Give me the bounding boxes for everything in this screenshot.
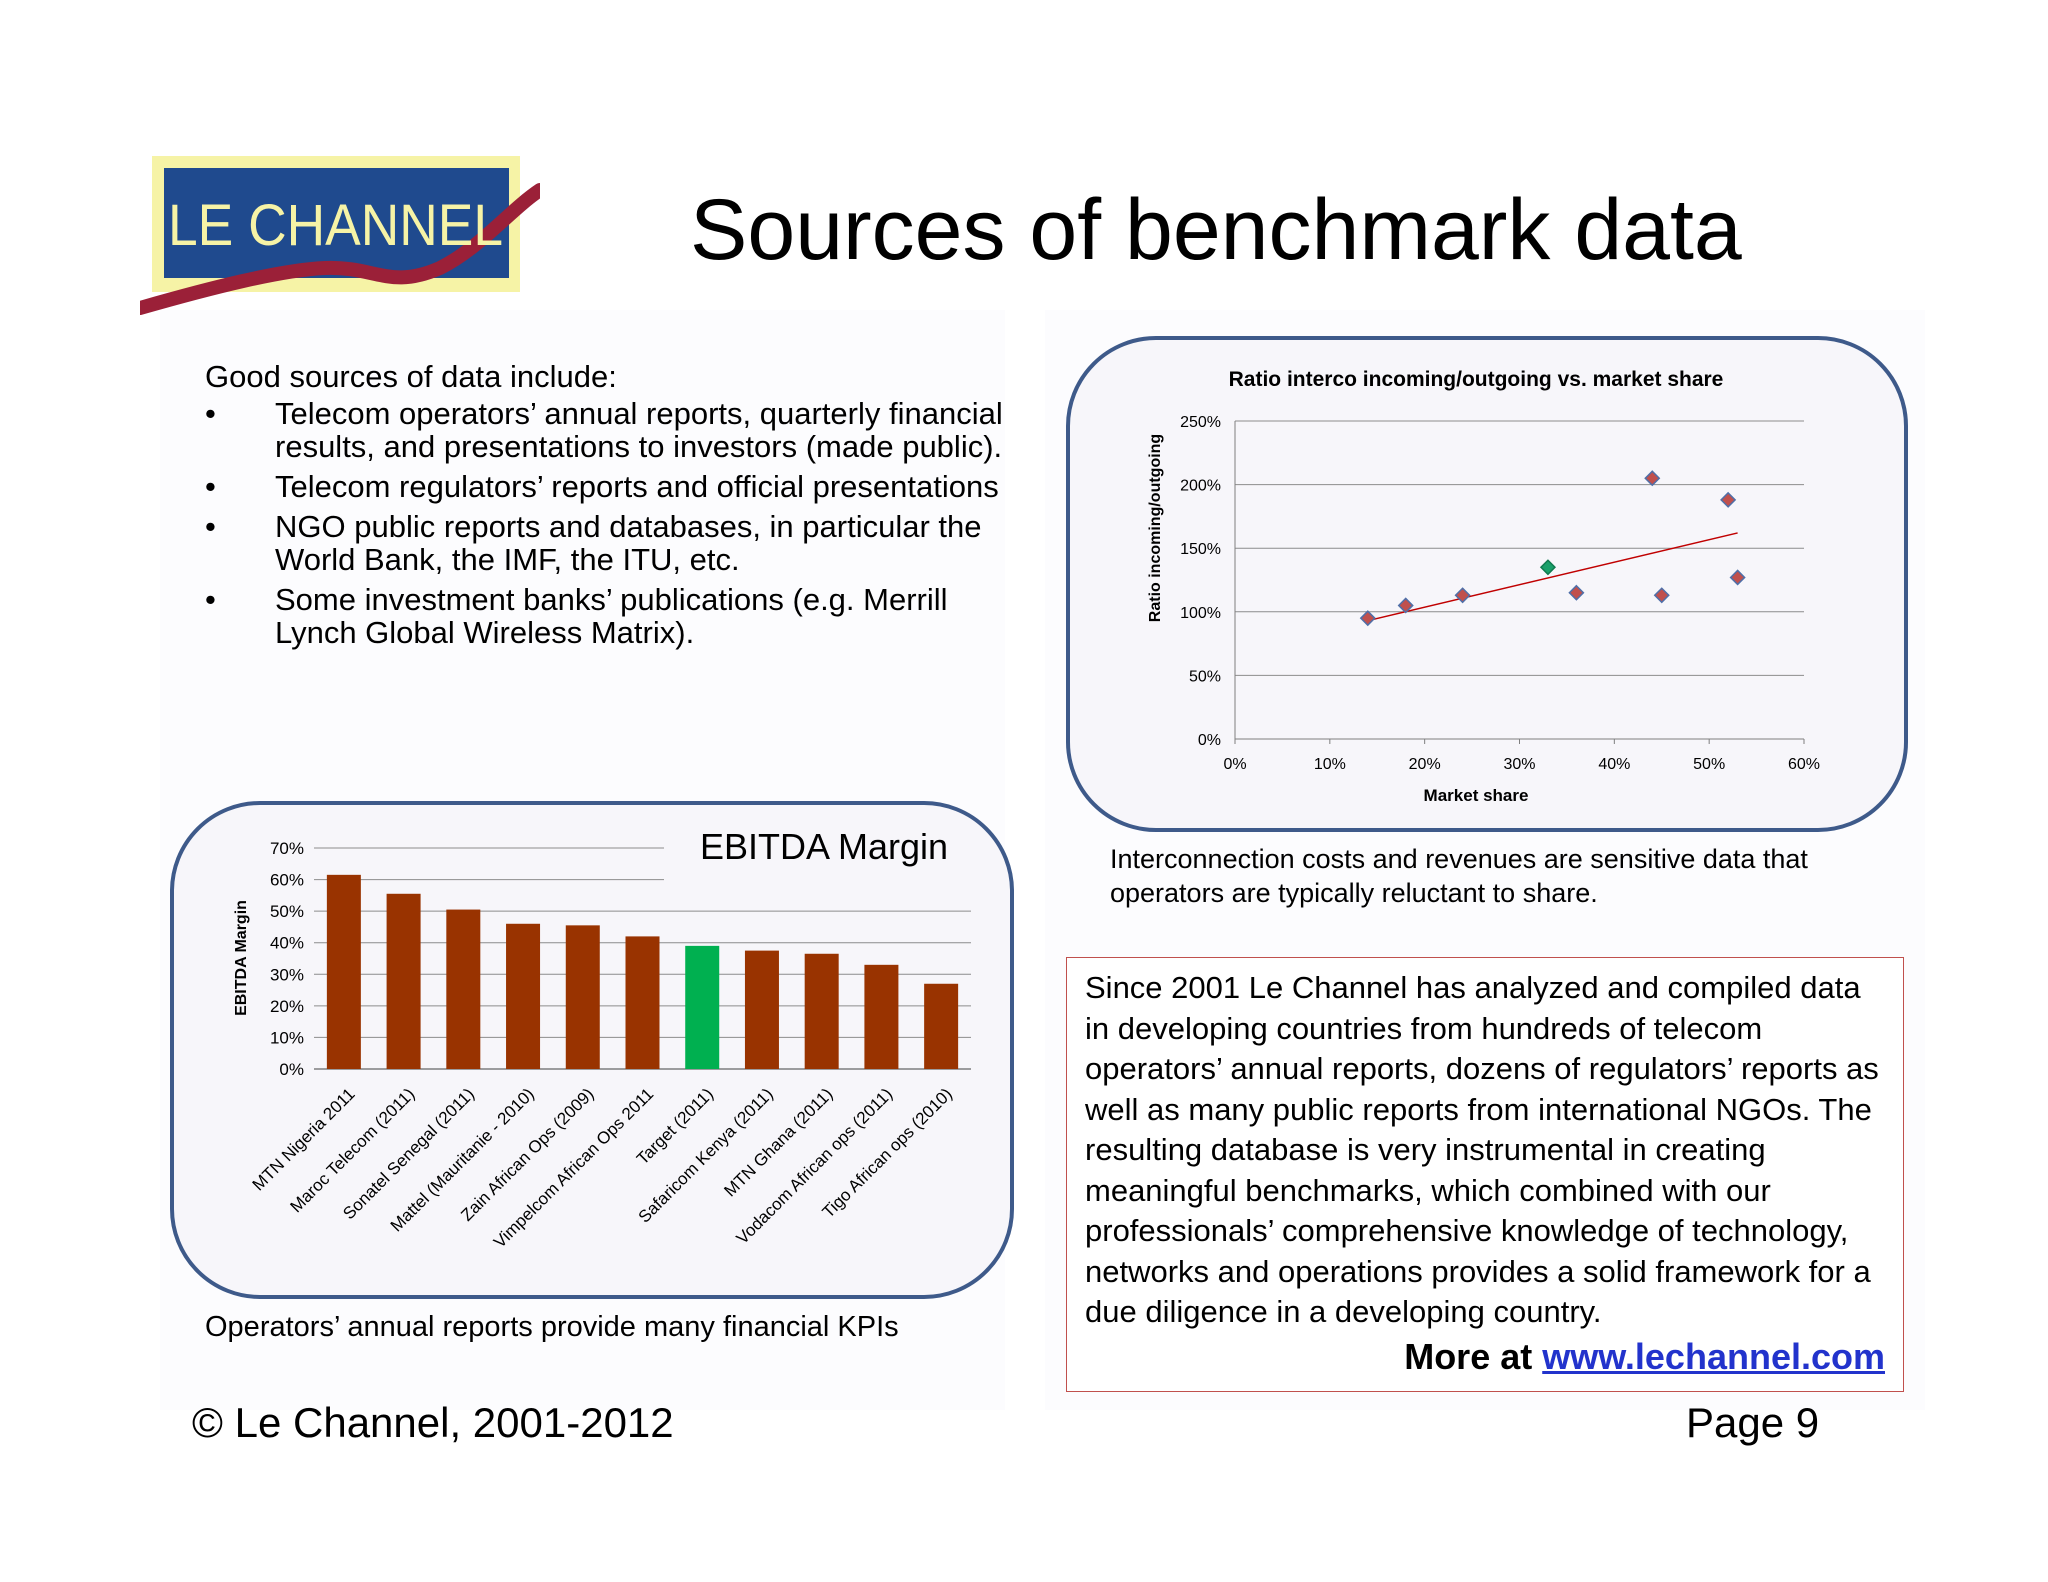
bar-y-tick: 20% xyxy=(270,997,304,1016)
bar-y-tick: 50% xyxy=(270,902,304,921)
logo-text: LE CHANNEL xyxy=(168,193,503,258)
le-channel-logo: LE CHANNEL xyxy=(133,150,547,320)
more-line: More at www.lechannel.com xyxy=(1085,1335,1885,1379)
scatter-x-tick: 10% xyxy=(1314,756,1346,773)
ebitda-bar-chart: EBITDA Margin EBITDA Margin 0% 10% 20% 30% 4… xyxy=(233,826,971,1252)
scatter-y-tick: 100% xyxy=(1180,605,1221,622)
scatter-x-tick: 60% xyxy=(1788,756,1820,773)
page-number: Page 9 xyxy=(1686,1399,1820,1446)
scatter-y-tick: 150% xyxy=(1180,541,1221,558)
bar-chart-panel: EBITDA Margin EBITDA Margin 0% 10% 20% 30% 4… xyxy=(170,801,1014,1299)
sources-list: • Telecom operators’ annual reports, quar… xyxy=(205,397,1005,649)
scatter-point xyxy=(1720,491,1737,508)
list-item: • NGO public reports and databases, in pa… xyxy=(205,509,982,577)
scatter-caption: Interconnection costs and revenues are s… xyxy=(1110,844,1808,908)
scatter-y-tick: 200% xyxy=(1180,478,1221,495)
bar-x-tick: MTN Nigeria 2011 xyxy=(249,1084,359,1194)
scatter-x-tick: 50% xyxy=(1693,756,1725,773)
bar xyxy=(924,983,959,1069)
info-text: Since 2001 Le Channel has analyzed and c… xyxy=(1085,970,1879,1329)
scatter-y-tick: 0% xyxy=(1198,732,1221,749)
bar-y-tick: 70% xyxy=(270,839,304,858)
scatter-y-tick: 250% xyxy=(1180,414,1221,431)
bar-y-tick: 30% xyxy=(270,965,304,984)
scatter-x-tick: 40% xyxy=(1598,756,1630,773)
scatter-x-tick: 0% xyxy=(1223,756,1246,773)
trend-line xyxy=(1367,532,1738,622)
info-box: Since 2001 Le Channel has analyzed and c… xyxy=(1066,957,1904,1392)
bar xyxy=(685,945,720,1069)
bullet: • xyxy=(205,396,216,431)
bar xyxy=(625,936,660,1069)
scatter-chart-panel: Ratio interco incoming/outgoing vs. mark… xyxy=(1066,336,1908,832)
scatter-title: Ratio interco incoming/outgoing vs. mark… xyxy=(1229,368,1724,391)
scatter-point xyxy=(1644,470,1661,487)
bar xyxy=(864,964,899,1069)
list-item: • Some investment banks’ publications (e.… xyxy=(205,582,948,650)
bar xyxy=(506,923,541,1069)
bullet: • xyxy=(205,582,216,617)
sources-intro: Good sources of data include: • Telecom o… xyxy=(205,360,1005,656)
scatter-chart: Ratio interco incoming/outgoing vs. mark… xyxy=(1147,368,1820,805)
scatter-point xyxy=(1397,597,1414,614)
bullet: • xyxy=(205,469,216,504)
bar xyxy=(565,925,600,1069)
bar-x-tick: MTN Ghana (2011) xyxy=(720,1084,836,1200)
bar xyxy=(446,909,481,1069)
bar-chart-caption: Operators’ annual reports provide many f… xyxy=(205,1311,899,1343)
bar xyxy=(744,950,779,1069)
bar xyxy=(386,893,421,1069)
scatter-x-tick: 30% xyxy=(1503,756,1535,773)
bar-chart-title: EBITDA Margin xyxy=(700,826,948,867)
scatter-y-tick: 50% xyxy=(1189,668,1221,685)
scatter-point xyxy=(1359,610,1376,627)
copyright-text: © Le Channel, 2001-2012 xyxy=(192,1399,674,1446)
scatter-point xyxy=(1454,587,1471,604)
scatter-x-label: Market share xyxy=(1424,786,1529,805)
scatter-point xyxy=(1729,569,1746,586)
bar-y-tick: 60% xyxy=(270,871,304,890)
bar xyxy=(326,874,361,1069)
bar-y-tick: 10% xyxy=(270,1028,304,1047)
list-item: • Telecom regulators’ reports and officia… xyxy=(205,469,999,504)
page-title: Sources of benchmark data xyxy=(690,182,1742,278)
website-link[interactable]: www.lechannel.com xyxy=(1542,1335,1885,1377)
scatter-point xyxy=(1568,584,1585,601)
bar-y-tick: 0% xyxy=(279,1060,304,1079)
scatter-x-tick: 20% xyxy=(1409,756,1441,773)
more-label: More at xyxy=(1404,1335,1543,1377)
bar-y-tick: 40% xyxy=(270,934,304,953)
list-item: • Telecom operators’ annual reports, quar… xyxy=(205,396,1003,464)
bullet: • xyxy=(205,509,216,544)
scatter-point xyxy=(1539,559,1557,576)
intro-lead: Good sources of data include: xyxy=(205,359,617,394)
bar xyxy=(804,953,839,1069)
bar-y-label: EBITDA Margin xyxy=(233,900,250,1016)
scatter-y-label: Ratio incoming/outgoing xyxy=(1147,434,1164,622)
scatter-point xyxy=(1653,587,1670,604)
